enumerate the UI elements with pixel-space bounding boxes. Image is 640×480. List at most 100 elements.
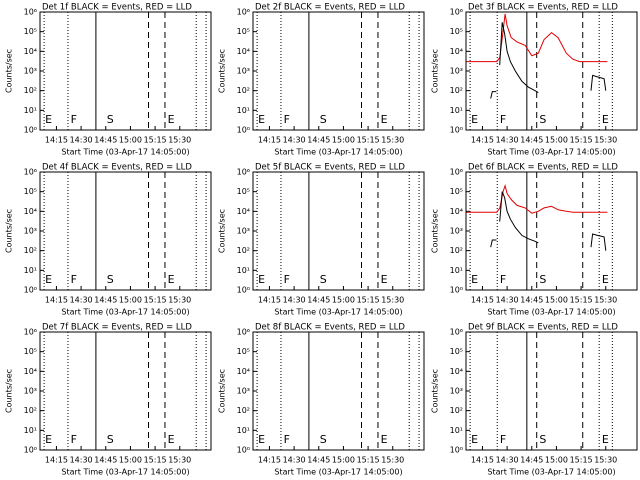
y-tick-label: 10² (237, 246, 250, 255)
interval-label: E (168, 113, 175, 126)
interval-label: S (539, 113, 546, 126)
x-tick-label: 15:15 (357, 456, 380, 465)
x-tick-label: 14:45 (307, 456, 330, 465)
y-tick-label: 10⁰ (237, 126, 250, 135)
y-tick-label: 10⁴ (24, 367, 37, 376)
x-tick-label: 15:15 (570, 456, 593, 465)
y-tick-label: 10³ (24, 227, 37, 236)
y-tick-label: 10⁵ (237, 27, 250, 36)
x-tick-label: 15:00 (332, 136, 355, 145)
x-axis-label: Start Time (03-Apr-17 14:05:00) (487, 148, 615, 157)
x-tick-label: 14:30 (70, 456, 93, 465)
y-tick-label: 10⁴ (24, 47, 37, 56)
interval-label: E (168, 273, 175, 286)
interval-label: E (602, 273, 609, 286)
y-tick-label: 10⁶ (237, 328, 250, 337)
y-tick-label: 10³ (450, 67, 463, 76)
x-tick-label: 15:30 (594, 456, 617, 465)
y-tick-label: 10⁴ (24, 207, 37, 216)
x-tick-label: 14:45 (520, 136, 543, 145)
x-tick-label: 15:00 (332, 456, 355, 465)
x-axis-label: Start Time (03-Apr-17 14:05:00) (274, 308, 402, 317)
y-tick-label: 10² (450, 406, 463, 415)
y-tick-label: 10⁰ (450, 126, 463, 135)
chart-title: Det 1f BLACK = Events, RED = LLD (42, 3, 192, 13)
y-tick-label: 10³ (237, 227, 250, 236)
y-tick-label: 10⁵ (450, 187, 463, 196)
x-tick-label: 14:15 (471, 136, 494, 145)
y-tick-label: 10⁰ (24, 126, 37, 135)
x-tick-label: 15:15 (570, 136, 593, 145)
interval-label: E (258, 273, 265, 286)
interval-label: E (471, 113, 478, 126)
x-tick-label: 14:15 (258, 456, 281, 465)
y-tick-label: 10⁴ (450, 47, 463, 56)
x-tick-label: 15:30 (168, 136, 191, 145)
interval-label: F (500, 433, 506, 446)
y-tick-label: 10⁶ (24, 168, 37, 177)
chart-title: Det 8f BLACK = Events, RED = LLD (255, 323, 405, 333)
x-tick-label: 14:15 (471, 456, 494, 465)
y-tick-label: 10¹ (237, 426, 250, 435)
series-line (466, 13, 608, 63)
y-tick-label: 10⁰ (24, 286, 37, 295)
interval-label: F (71, 433, 77, 446)
y-tick-label: 10¹ (24, 266, 37, 275)
y-tick-label: 10¹ (24, 106, 37, 115)
interval-label: E (471, 433, 478, 446)
x-tick-label: 15:00 (545, 296, 568, 305)
chart-title: Det 2f BLACK = Events, RED = LLD (255, 3, 405, 13)
series-line (490, 22, 607, 99)
x-tick-label: 15:15 (570, 296, 593, 305)
y-tick-label: 10⁵ (24, 187, 37, 196)
y-tick-label: 10⁶ (450, 168, 463, 177)
x-tick-label: 14:15 (45, 456, 68, 465)
chart-title: Det 5f BLACK = Events, RED = LLD (255, 163, 405, 173)
y-axis-label: Counts/sec (218, 369, 227, 413)
interval-label: F (284, 433, 290, 446)
y-tick-label: 10⁰ (237, 286, 250, 295)
y-tick-label: 10⁵ (450, 27, 463, 36)
x-tick-label: 15:30 (594, 296, 617, 305)
interval-label: F (500, 113, 506, 126)
y-tick-label: 10⁶ (24, 8, 37, 17)
x-axis-label: Start Time (03-Apr-17 14:05:00) (61, 468, 189, 477)
y-axis-label: Counts/sec (218, 209, 227, 253)
x-tick-label: 14:15 (258, 136, 281, 145)
y-tick-label: 10⁴ (450, 367, 463, 376)
interval-label: E (45, 433, 52, 446)
interval-label: E (258, 113, 265, 126)
y-tick-label: 10⁶ (237, 8, 250, 17)
x-tick-label: 15:15 (357, 136, 380, 145)
y-tick-label: 10⁰ (450, 286, 463, 295)
interval-label: F (284, 273, 290, 286)
x-tick-label: 14:45 (520, 296, 543, 305)
y-tick-label: 10² (450, 86, 463, 95)
y-tick-label: 10² (237, 406, 250, 415)
x-tick-label: 14:15 (471, 296, 494, 305)
x-tick-label: 14:30 (496, 136, 519, 145)
x-tick-label: 15:00 (119, 296, 142, 305)
y-tick-label: 10¹ (450, 426, 463, 435)
interval-label: F (284, 113, 290, 126)
interval-label: F (71, 113, 77, 126)
y-tick-label: 10⁰ (24, 446, 37, 455)
x-tick-label: 15:15 (144, 136, 167, 145)
series-line (466, 183, 608, 214)
x-tick-label: 14:45 (94, 296, 117, 305)
interval-label: S (107, 113, 114, 126)
y-tick-label: 10¹ (237, 106, 250, 115)
y-tick-label: 10⁴ (237, 207, 250, 216)
y-tick-label: 10³ (450, 387, 463, 396)
x-tick-label: 15:30 (168, 296, 191, 305)
chart-title: Det 7f BLACK = Events, RED = LLD (42, 323, 192, 333)
x-tick-label: 14:15 (45, 136, 68, 145)
interval-label: E (168, 433, 175, 446)
x-tick-label: 15:30 (381, 456, 404, 465)
plot-frame (39, 11, 212, 131)
y-axis-label: Counts/sec (218, 49, 227, 93)
interval-label: E (602, 433, 609, 446)
x-tick-label: 15:15 (357, 296, 380, 305)
